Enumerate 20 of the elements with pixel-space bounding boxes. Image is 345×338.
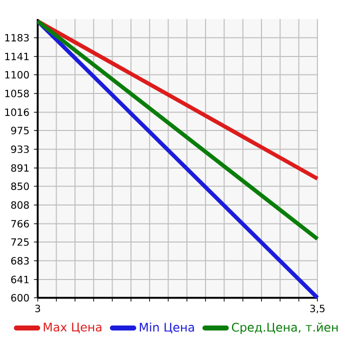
y-tick-label: 975 — [11, 126, 29, 134]
y-tick-label: 933 — [11, 145, 29, 153]
legend-label: Сред.Цена, т.йен — [232, 322, 338, 334]
x-tick-label: 3,5 — [310, 304, 324, 314]
y-tick-label: 1100 — [5, 70, 29, 78]
y-tick-label: 600 — [11, 294, 29, 302]
y-tick-label: 766 — [11, 220, 29, 228]
y-tick-label: 1016 — [5, 108, 29, 116]
y-tick-label: 1141 — [5, 52, 29, 60]
y-tick-label: 683 — [11, 256, 29, 264]
x-tick-label: 3 — [35, 304, 40, 312]
y-tick-label: 641 — [11, 276, 29, 284]
y-tick-label: 808 — [11, 201, 29, 209]
legend-label: Min Цена — [140, 322, 194, 334]
legend-label: Max Цена — [44, 322, 102, 334]
y-tick-label: 1058 — [5, 90, 29, 98]
y-tick-label: 725 — [11, 238, 29, 246]
y-tick-label: 850 — [11, 182, 29, 190]
y-tick-label: 1183 — [5, 34, 29, 42]
y-tick-label: 891 — [11, 164, 29, 172]
